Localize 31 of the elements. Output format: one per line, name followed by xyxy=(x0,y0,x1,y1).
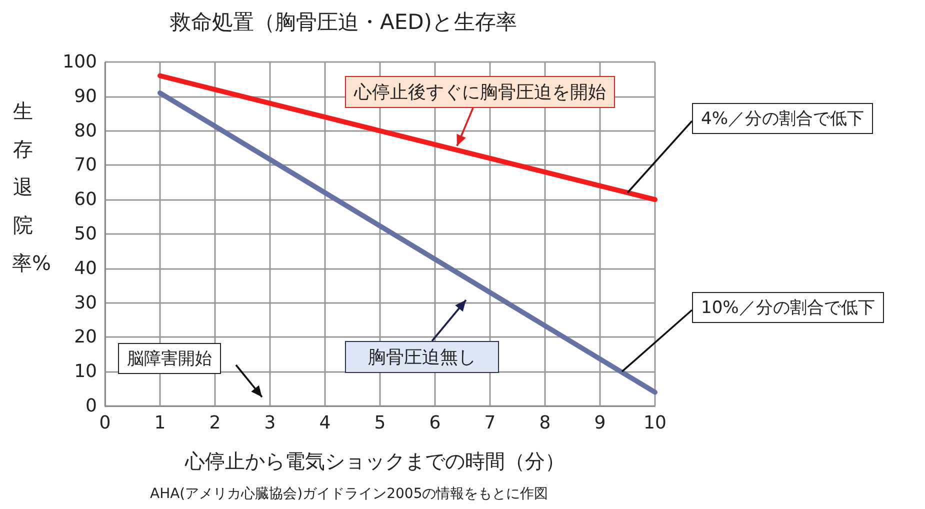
x-tick-label: 0 xyxy=(99,412,111,434)
x-tick-label: 4 xyxy=(319,412,331,434)
y-tick-label: 100 xyxy=(62,52,97,72)
y-tick-label: 10 xyxy=(74,361,97,382)
x-tick-label: 7 xyxy=(484,412,496,434)
annotation: 脳障害開始 xyxy=(118,343,221,374)
annotation: 10%／分の割合で低下 xyxy=(692,292,884,323)
y-tick-label: 20 xyxy=(74,326,97,348)
x-tick-label: 8 xyxy=(539,412,551,434)
x-tick-label: 2 xyxy=(209,412,221,434)
series-label: 心停止後すぐに胸骨圧迫を開始 xyxy=(345,76,615,108)
y-tick-label: 50 xyxy=(74,224,97,244)
chart-title: 救命処置（胸骨圧迫・AED)と生存率 xyxy=(170,9,517,36)
y-tick-label: 30 xyxy=(74,292,97,314)
y-tick-label: 40 xyxy=(74,258,97,279)
x-tick-label: 6 xyxy=(429,412,441,434)
x-tick-label: 10 xyxy=(644,412,666,434)
y-tick-label: 60 xyxy=(74,189,97,210)
x-tick-label: 3 xyxy=(264,412,276,434)
text: 胸骨圧迫無し xyxy=(345,341,499,373)
y-tick-label: 0 xyxy=(86,396,97,416)
y-tick-label: 70 xyxy=(74,154,97,176)
y-tick-label: 90 xyxy=(74,86,97,107)
text: AHA(アメリカ心臓協会)ガイドライン2005の情報をもとに作図 xyxy=(150,485,548,503)
x-tick-label: 1 xyxy=(154,412,166,434)
y-tick-label: 80 xyxy=(74,120,97,142)
annotation: 4%／分の割合で低下 xyxy=(692,103,873,134)
y-axis-title: 生存退院率% xyxy=(12,98,52,277)
x-tick-label: 9 xyxy=(594,412,606,434)
x-tick-label: 5 xyxy=(374,412,386,434)
x-axis-title: 心停止から電気ショックまでの時間（分） xyxy=(185,448,565,475)
